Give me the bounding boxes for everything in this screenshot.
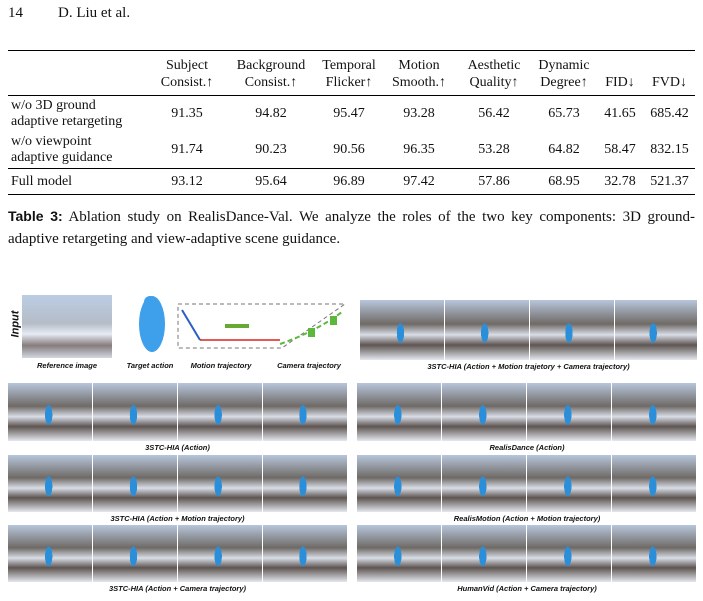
corner-cell bbox=[8, 50, 148, 96]
value-cell: 58.47 bbox=[604, 142, 636, 157]
trajectory-bar bbox=[225, 324, 249, 328]
reference-image bbox=[22, 295, 112, 358]
row-label: Full model bbox=[8, 168, 148, 195]
value-cell: 91.74 bbox=[171, 142, 203, 157]
value-cell: 64.82 bbox=[548, 142, 580, 157]
result-strip bbox=[357, 525, 697, 582]
value-cell: 832.15 bbox=[650, 142, 689, 157]
label-line: Full model bbox=[11, 174, 73, 189]
axis-blue bbox=[181, 309, 201, 341]
value-cell: 41.65 bbox=[604, 106, 636, 121]
target-pose bbox=[139, 296, 165, 352]
panel-label: HumanVid (Action + Camera trajectory) bbox=[457, 584, 597, 593]
value-cell: 65.73 bbox=[548, 106, 580, 121]
label-line: w/o viewpoint bbox=[11, 134, 92, 149]
table-row: w/o viewpoint adaptive guidance 91.74 90.23… bbox=[8, 132, 695, 169]
header-line: Background bbox=[236, 58, 306, 73]
header-line: Consist.↑ bbox=[160, 75, 214, 90]
header-line: Aesthetic bbox=[467, 58, 521, 73]
panel-label: 3STC-HIA (Action + Motion trajectory) bbox=[110, 514, 245, 523]
header-line: Quality↑ bbox=[469, 75, 519, 90]
table-row: w/o 3D ground adaptive retargeting 91.35 94… bbox=[8, 96, 695, 133]
column-header: FID↓ bbox=[596, 50, 644, 96]
label-line: adaptive guidance bbox=[11, 150, 113, 165]
value-cell: 94.82 bbox=[255, 106, 287, 121]
value-cell: 56.42 bbox=[478, 106, 510, 121]
camera-icon bbox=[330, 316, 337, 325]
header-line: Subject bbox=[166, 58, 208, 73]
result-strip bbox=[360, 300, 697, 360]
target-label: Target action bbox=[126, 361, 174, 370]
caption-label: Table 3: bbox=[8, 208, 63, 224]
header-line: Temporal bbox=[322, 58, 376, 73]
result-strip bbox=[357, 383, 697, 441]
table-row: Full model 93.12 95.64 96.89 97.42 57.86 68.95… bbox=[8, 168, 695, 195]
header-row: Subject Consist.↑ Background Consist.↑ Tempo… bbox=[8, 50, 695, 96]
column-header: Aesthetic Quality↑ bbox=[456, 50, 532, 96]
header-line: FID↓ bbox=[605, 75, 635, 90]
header-line: Flicker↑ bbox=[325, 75, 373, 90]
label-line: w/o 3D ground bbox=[11, 98, 96, 113]
result-strip bbox=[8, 455, 347, 512]
results-table: Subject Consist.↑ Background Consist.↑ Tempo… bbox=[8, 50, 695, 195]
motion-label: Motion trajectory bbox=[190, 361, 252, 370]
value-cell: 90.23 bbox=[255, 142, 287, 157]
row-label: w/o 3D ground adaptive retargeting bbox=[8, 96, 148, 133]
value-cell: 53.28 bbox=[478, 142, 510, 157]
reference-label: Reference image bbox=[36, 361, 98, 370]
header-line: Smooth.↑ bbox=[391, 75, 447, 90]
condition-diagram bbox=[139, 296, 347, 352]
column-header: Dynamic Degree↑ bbox=[532, 50, 596, 96]
result-strip bbox=[357, 455, 697, 512]
result-strip bbox=[8, 525, 347, 582]
value-cell: 93.12 bbox=[148, 168, 226, 195]
value-cell: 90.56 bbox=[333, 142, 365, 157]
camera-label: Camera trajectory bbox=[277, 361, 341, 370]
value-cell: 96.89 bbox=[316, 168, 382, 195]
page-number: 14 bbox=[8, 5, 23, 21]
row-label: w/o viewpoint adaptive guidance bbox=[8, 132, 148, 169]
value-cell: 95.64 bbox=[226, 168, 316, 195]
input-label: Input bbox=[9, 310, 22, 338]
result-strip bbox=[8, 383, 347, 441]
authors: D. Liu et al. bbox=[58, 5, 131, 21]
value-cell: 91.35 bbox=[171, 106, 203, 121]
column-header: FVD↓ bbox=[644, 50, 695, 96]
panel-label: 3STC-HIA (Action + Camera trajectory) bbox=[108, 584, 247, 593]
value-cell: 57.86 bbox=[456, 168, 532, 195]
value-cell: 521.37 bbox=[644, 168, 695, 195]
caption: Table 3: Ablation study on RealisDance-V… bbox=[8, 205, 695, 250]
column-header: Temporal Flicker↑ bbox=[316, 50, 382, 96]
column-header: Motion Smooth.↑ bbox=[382, 50, 456, 96]
panel-label: 3STC-HIA (Action + Motion trajetory + Ca… bbox=[427, 362, 630, 371]
header-line: Degree↑ bbox=[540, 75, 588, 90]
panel-label: RealisMotion (Action + Motion trajectory… bbox=[453, 514, 601, 523]
camera-icon bbox=[308, 328, 315, 337]
header-line: Consist.↑ bbox=[244, 75, 298, 90]
value-cell: 97.42 bbox=[382, 168, 456, 195]
panel-label: RealisDance (Action) bbox=[489, 443, 565, 452]
target-head bbox=[144, 296, 156, 308]
value-cell: 32.78 bbox=[596, 168, 644, 195]
header-line: Dynamic bbox=[538, 58, 590, 73]
value-cell: 685.42 bbox=[650, 106, 689, 121]
column-header: Subject Consist.↑ bbox=[148, 50, 226, 96]
value-cell: 68.95 bbox=[532, 168, 596, 195]
header-line: Motion bbox=[398, 58, 440, 73]
column-header: Background Consist.↑ bbox=[226, 50, 316, 96]
value-cell: 96.35 bbox=[403, 142, 435, 157]
header-line: FVD↓ bbox=[651, 75, 687, 90]
caption-text: Ablation study on RealisDance-Val. We an… bbox=[8, 209, 695, 247]
panel-label: 3STC-HIA (Action) bbox=[145, 443, 210, 452]
value-cell: 93.28 bbox=[403, 106, 435, 121]
value-cell: 95.47 bbox=[333, 106, 365, 121]
label-line: adaptive retargeting bbox=[11, 114, 123, 129]
